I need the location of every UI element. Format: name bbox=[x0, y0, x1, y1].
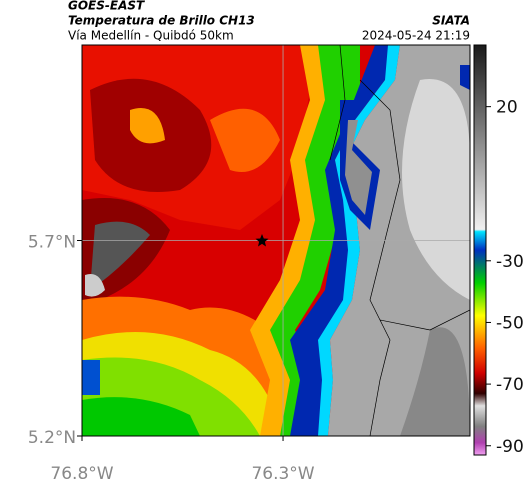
colorbar-tick-label: -50 bbox=[496, 313, 524, 333]
source: SIATA bbox=[432, 14, 470, 28]
colorbar-tick-label: -70 bbox=[496, 375, 524, 395]
colorbar-tick-label: -90 bbox=[496, 437, 524, 457]
colorbar bbox=[473, 44, 487, 456]
y-tick-label: 5.7°N bbox=[28, 233, 76, 253]
x-tick-label: 76.3°W bbox=[251, 464, 314, 484]
x-tick-label: 76.8°W bbox=[50, 464, 113, 484]
satellite-image bbox=[82, 45, 470, 436]
datetime: 2024-05-24 21:19 bbox=[362, 29, 470, 43]
colorbar-tick-label: -30 bbox=[496, 252, 524, 272]
title: GOES-EAST bbox=[68, 0, 145, 13]
subtitle: Temperatura de Brillo CH13 bbox=[68, 14, 255, 28]
location-marker bbox=[255, 234, 269, 247]
colorbar-tick-label: 20 bbox=[496, 98, 518, 118]
y-tick-label: 5.2°N bbox=[28, 428, 76, 448]
route: Vía Medellín - Quibdó 50km bbox=[68, 29, 234, 43]
